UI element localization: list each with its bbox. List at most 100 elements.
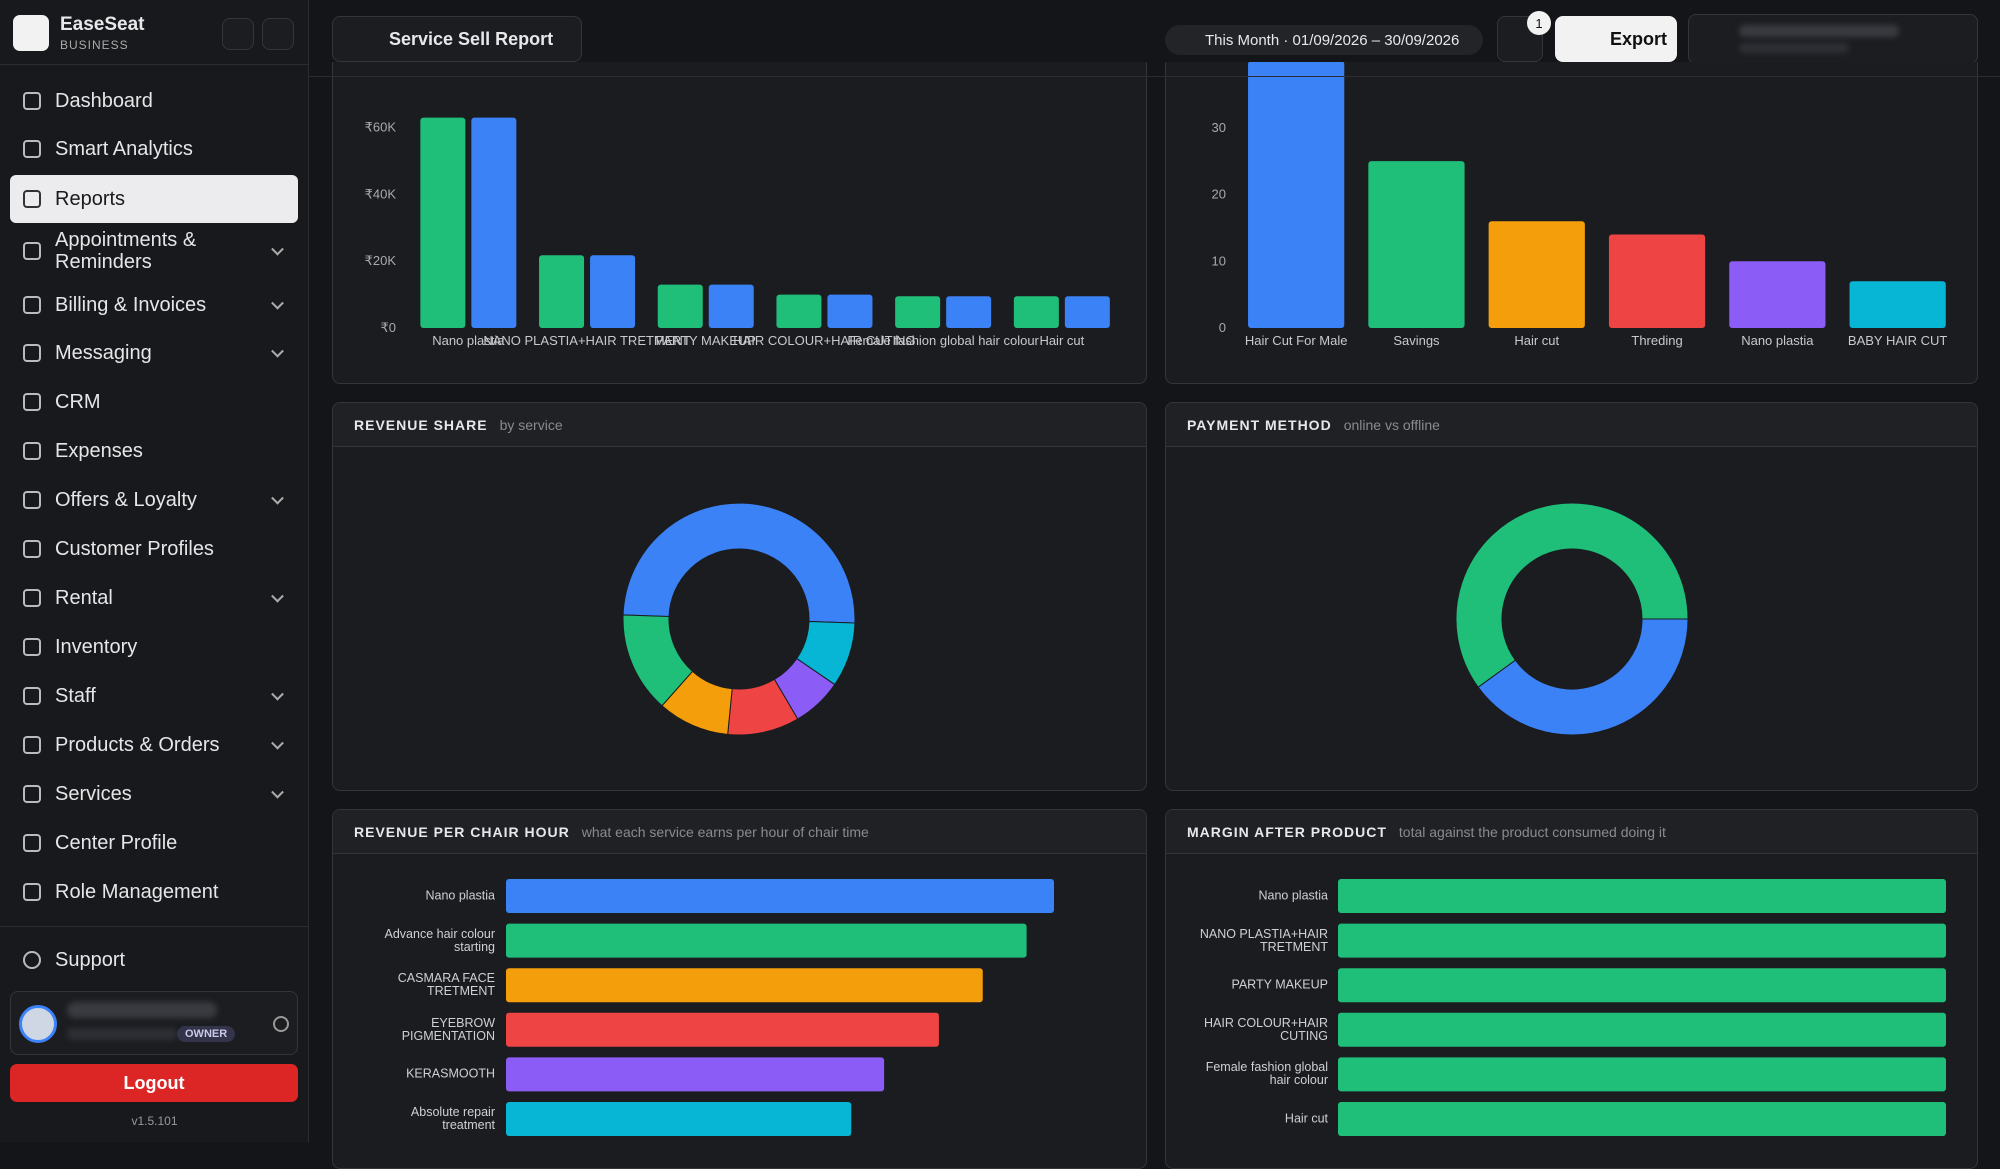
filter-badge: 1 — [1527, 11, 1551, 35]
account-blurred — [1739, 43, 1849, 53]
nav-item[interactable]: Products & Orders — [10, 730, 298, 760]
search-button[interactable] — [222, 18, 254, 50]
bar — [1338, 1012, 1946, 1047]
y-tick-label: Nano plastia — [425, 888, 496, 903]
x-tick-label: BABY HAIR CUT — [1848, 333, 1948, 348]
divider — [0, 926, 309, 927]
y-tick-label: 0 — [1219, 320, 1226, 335]
nav-item[interactable]: Expenses — [10, 436, 298, 466]
nav-icon — [23, 92, 41, 110]
nav-label: Services — [55, 783, 132, 805]
donut-segment — [622, 502, 856, 624]
bar — [506, 1012, 939, 1047]
chevron — [271, 785, 284, 799]
collapse-button[interactable] — [262, 18, 294, 50]
tagline: BUSINESS — [60, 38, 129, 52]
bar — [1729, 261, 1826, 328]
account-blurred — [1739, 25, 1899, 37]
panel-subtitle: total against the product consumed doing… — [1398, 823, 1666, 840]
panel-title: REVENUE SHARE — [354, 416, 488, 433]
chevron — [271, 242, 284, 256]
chevron — [271, 491, 284, 505]
nav-icon — [23, 140, 41, 158]
nav-icon — [23, 785, 41, 803]
settings-icon[interactable] — [273, 1016, 289, 1032]
chevron — [271, 296, 284, 310]
y-tick-label: EYEBROW PIGMENTATION — [401, 1015, 495, 1043]
nav-icon — [23, 687, 41, 705]
bar — [506, 968, 983, 1003]
nav-item[interactable]: Offers & Loyalty — [10, 485, 298, 515]
nav-item[interactable]: Reports — [10, 175, 298, 223]
nav-item[interactable]: Billing & Invoices — [10, 290, 298, 320]
bar — [1488, 221, 1585, 328]
bar — [895, 296, 941, 328]
version: v1.5.101 — [131, 1114, 178, 1128]
nav-label: Reports — [55, 188, 126, 210]
bar — [657, 284, 703, 328]
chart — [1455, 502, 1689, 736]
panel-header: REVENUE PER CHAIR HOUR what each service … — [333, 810, 1146, 854]
logout-button[interactable]: Logout — [10, 1064, 298, 1102]
y-tick-label: Nano plastia — [1258, 888, 1329, 903]
nav-icon — [23, 190, 41, 208]
nav-item[interactable]: Center Profile — [10, 828, 298, 858]
nav-item[interactable]: Messaging — [10, 338, 298, 368]
panel: ₹0 ₹20K ₹40K ₹60K Nano plastia NANO PLASTIA+H… — [332, 62, 1147, 384]
panel-header: MARGIN AFTER PRODUCT total against the pr… — [1166, 810, 1977, 854]
nav-item[interactable]: Rental — [10, 583, 298, 613]
nav-icon — [23, 442, 41, 460]
chevron — [271, 589, 284, 603]
role-badge: OWNER — [177, 1026, 236, 1042]
nav-item[interactable]: Customer Profiles — [10, 534, 298, 564]
nav-item[interactable]: Services — [10, 779, 298, 809]
nav-item[interactable]: Dashboard — [10, 86, 298, 116]
nav-label: Inventory — [55, 636, 138, 658]
export-button[interactable]: Export — [1555, 16, 1677, 62]
nav-icon — [23, 638, 41, 656]
y-tick-label: Absolute repair treatment — [410, 1105, 495, 1132]
nav-icon — [23, 296, 41, 314]
x-tick-label: Nano plastia — [1741, 333, 1814, 348]
nav-item[interactable]: Inventory — [10, 632, 298, 662]
bar — [1368, 161, 1465, 328]
bar — [539, 255, 585, 328]
user-name-blurred — [67, 1002, 217, 1018]
nav-item[interactable]: Staff — [10, 681, 298, 711]
date-range-label: This Month · 01/09/2026 – 30/09/2026 — [1205, 31, 1460, 49]
nav-icon — [23, 834, 41, 852]
nav-label: Center Profile — [55, 832, 178, 854]
panel-subtitle: what each service earns per hour of chai… — [581, 823, 869, 840]
nav-label: Smart Analytics — [55, 138, 193, 160]
bar — [827, 294, 873, 328]
report-selector[interactable]: Service Sell Report — [332, 16, 582, 62]
panel-title: PAYMENT METHOD — [1187, 416, 1332, 433]
nav-label: Dashboard — [55, 90, 153, 112]
y-tick-label: ₹20K — [365, 253, 397, 268]
y-tick-label: HAIR COLOUR+HAIR CUTING — [1204, 1015, 1328, 1043]
bar — [1338, 1102, 1946, 1136]
nav-item[interactable]: Appointments & Reminders — [10, 225, 298, 277]
nav-item[interactable]: Smart Analytics — [10, 134, 298, 164]
nav-icon — [23, 491, 41, 509]
panel: MARGIN AFTER PRODUCT total against the pr… — [1165, 809, 1978, 1169]
user-card[interactable]: OWNER — [10, 991, 298, 1055]
donut-segment — [622, 614, 694, 707]
nav-item[interactable]: Role Management — [10, 877, 298, 907]
chevron — [271, 344, 284, 358]
support-label: Support — [55, 949, 126, 971]
nav-item[interactable]: CRM — [10, 387, 298, 417]
date-range[interactable]: This Month · 01/09/2026 – 30/09/2026 — [1165, 25, 1483, 55]
nav-label: Customer Profiles — [55, 538, 214, 560]
bar — [1849, 281, 1946, 328]
nav-icon — [23, 540, 41, 558]
support-link[interactable]: Support — [10, 945, 298, 975]
y-tick-label: 10 — [1212, 253, 1226, 268]
y-tick-label: KERASMOOTH — [406, 1066, 495, 1081]
account-selector[interactable] — [1688, 14, 1978, 64]
nav-label: Products & Orders — [55, 734, 220, 756]
bar — [1338, 1057, 1946, 1092]
nav-label: Rental — [55, 587, 113, 609]
